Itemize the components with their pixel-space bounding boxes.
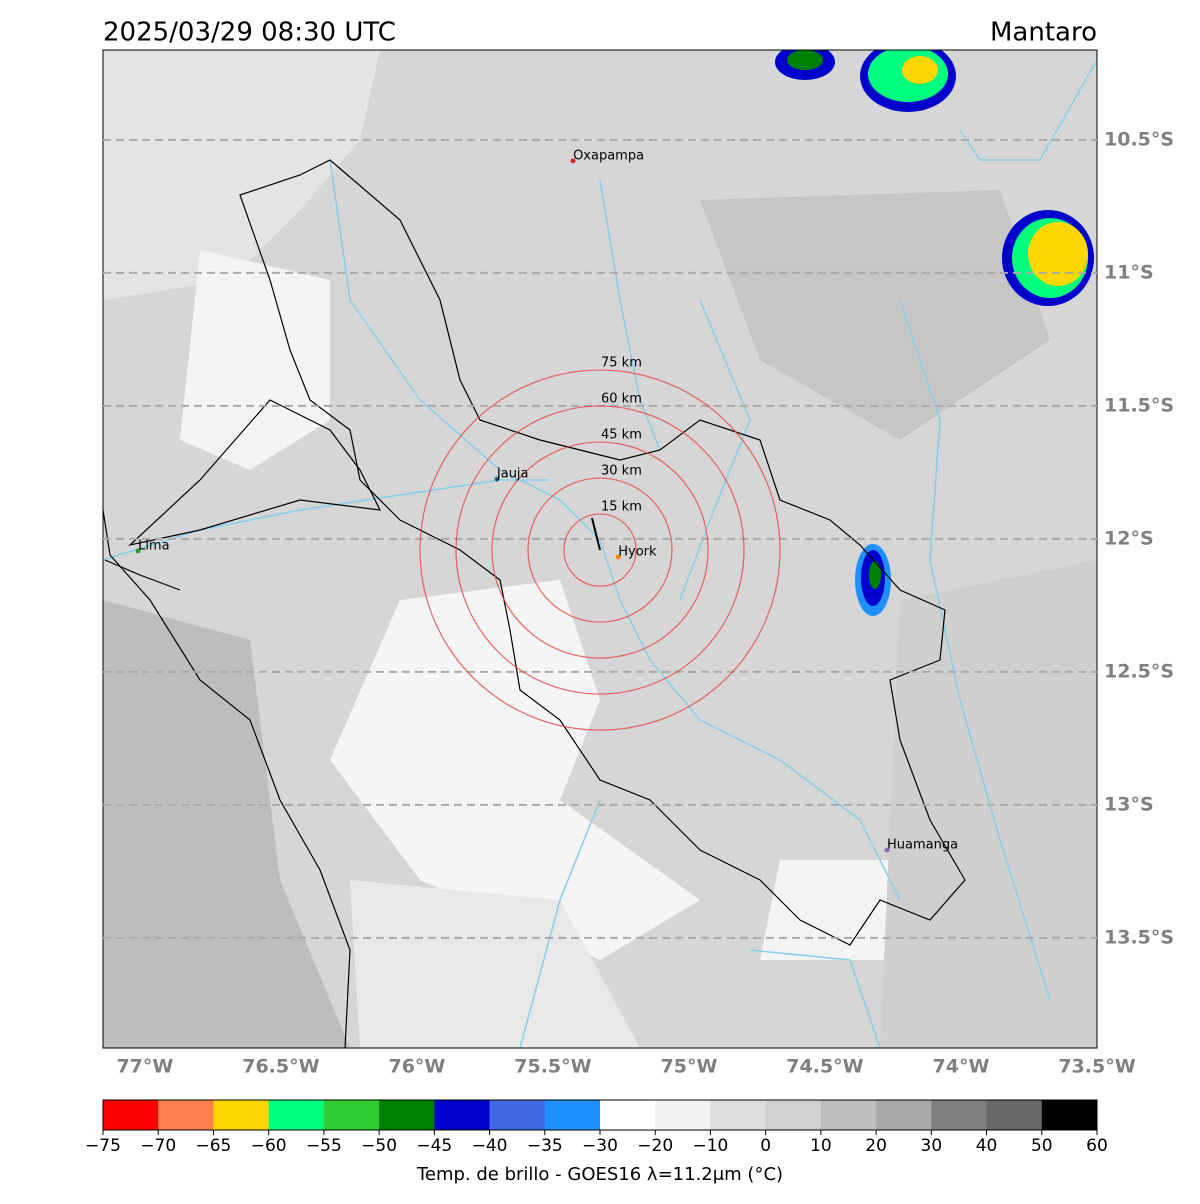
colorbar-tick-label: −65 xyxy=(195,1136,231,1156)
colorbar-tick-label: −55 xyxy=(306,1136,342,1156)
colorbar-segment xyxy=(544,1100,601,1130)
colorbar-tick-label: −10 xyxy=(692,1136,728,1156)
lon-label: 77°W xyxy=(116,1056,173,1078)
city-label: Lima xyxy=(138,538,169,553)
colorbar-segment xyxy=(489,1100,546,1130)
ring-label: 45 km xyxy=(601,428,642,443)
ring-label: 15 km xyxy=(601,500,642,515)
ring-label: 75 km xyxy=(601,356,642,371)
range-ring xyxy=(563,513,637,587)
city-marker xyxy=(615,554,621,560)
title: 2025/03/29 08:30 UTC xyxy=(103,18,396,48)
lon-label: 76°W xyxy=(388,1056,445,1078)
lon-label: 75°W xyxy=(661,1056,718,1078)
colorbar-segment xyxy=(268,1100,325,1130)
colorbar-tick-label: −35 xyxy=(527,1136,563,1156)
range-ring xyxy=(419,369,781,731)
colorbar-label: Temp. de brillo - GOES16 λ=11.2μm (°C) xyxy=(416,1164,783,1185)
city-label: Hyork xyxy=(618,544,657,559)
city-marker xyxy=(135,548,141,554)
colorbar-segment xyxy=(655,1100,711,1130)
colorbar-segment xyxy=(986,1100,1043,1130)
colorbar-tick-label: 10 xyxy=(810,1136,832,1156)
lat-label: 12.5°S xyxy=(1104,660,1174,682)
colorbar-tick-label: 60 xyxy=(1086,1136,1108,1156)
colorbar-tick-label: 50 xyxy=(1031,1136,1053,1156)
track xyxy=(591,517,601,551)
colorbar-segment xyxy=(876,1100,932,1130)
lon-label: 74.5°W xyxy=(786,1056,863,1078)
colorbar-tick-label: −20 xyxy=(637,1136,673,1156)
colorbar-segment xyxy=(103,1100,159,1130)
lat-label: 12°S xyxy=(1104,527,1154,549)
colorbar-tick-label: −70 xyxy=(140,1136,176,1156)
colorbar-segment xyxy=(765,1100,822,1130)
map-frame xyxy=(102,49,1098,1049)
colorbar-segment xyxy=(379,1100,435,1130)
colorbar-segment xyxy=(600,1100,656,1130)
colorbar-segment xyxy=(820,1100,877,1130)
colorbar-segment xyxy=(710,1100,767,1130)
city-marker xyxy=(570,158,576,164)
lon-label: 76.5°W xyxy=(242,1056,319,1078)
colorbar-tick-label: −45 xyxy=(416,1136,452,1156)
lat-label: 13.5°S xyxy=(1104,926,1174,948)
colorbar-tick-label: −75 xyxy=(85,1136,121,1156)
lon-label: 73.5°W xyxy=(1058,1056,1135,1078)
region-name: Mantaro xyxy=(990,18,1097,48)
colorbar-segment xyxy=(931,1100,988,1130)
colorbar-segment xyxy=(323,1100,380,1130)
colorbar-segment xyxy=(434,1100,491,1130)
colorbar-tick-label: −30 xyxy=(582,1136,618,1156)
ring-label: 60 km xyxy=(601,392,642,407)
colorbar-tick-label: 20 xyxy=(865,1136,887,1156)
lat-label: 10.5°S xyxy=(1104,128,1174,150)
city-label: Jauja xyxy=(496,467,529,482)
colorbar-tick-label: 30 xyxy=(921,1136,943,1156)
colorbar-tick-label: −50 xyxy=(361,1136,397,1156)
colorbar-segment xyxy=(213,1100,270,1130)
lon-label: 75.5°W xyxy=(514,1056,591,1078)
range-ring xyxy=(527,477,673,623)
lat-label: 11.5°S xyxy=(1104,394,1174,416)
lat-label: 11°S xyxy=(1104,261,1154,283)
city-label: Huamanga xyxy=(887,838,958,853)
range-ring xyxy=(491,441,709,659)
colorbar-segment xyxy=(158,1100,214,1130)
range-ring xyxy=(455,405,745,695)
colorbar-tick-label: 0 xyxy=(760,1136,771,1156)
colorbar-tick-label: −40 xyxy=(472,1136,508,1156)
city-marker xyxy=(494,476,500,482)
city-label: Oxapampa xyxy=(573,148,644,163)
ring-label: 30 km xyxy=(601,464,642,479)
colorbar-segment xyxy=(1041,1100,1098,1130)
lat-label: 13°S xyxy=(1104,793,1154,815)
colorbar-tick-label: −60 xyxy=(251,1136,287,1156)
lon-label: 74°W xyxy=(933,1056,990,1078)
city-marker xyxy=(884,847,890,853)
map-background xyxy=(103,50,1097,1048)
colorbar-tick-label: 40 xyxy=(976,1136,998,1156)
